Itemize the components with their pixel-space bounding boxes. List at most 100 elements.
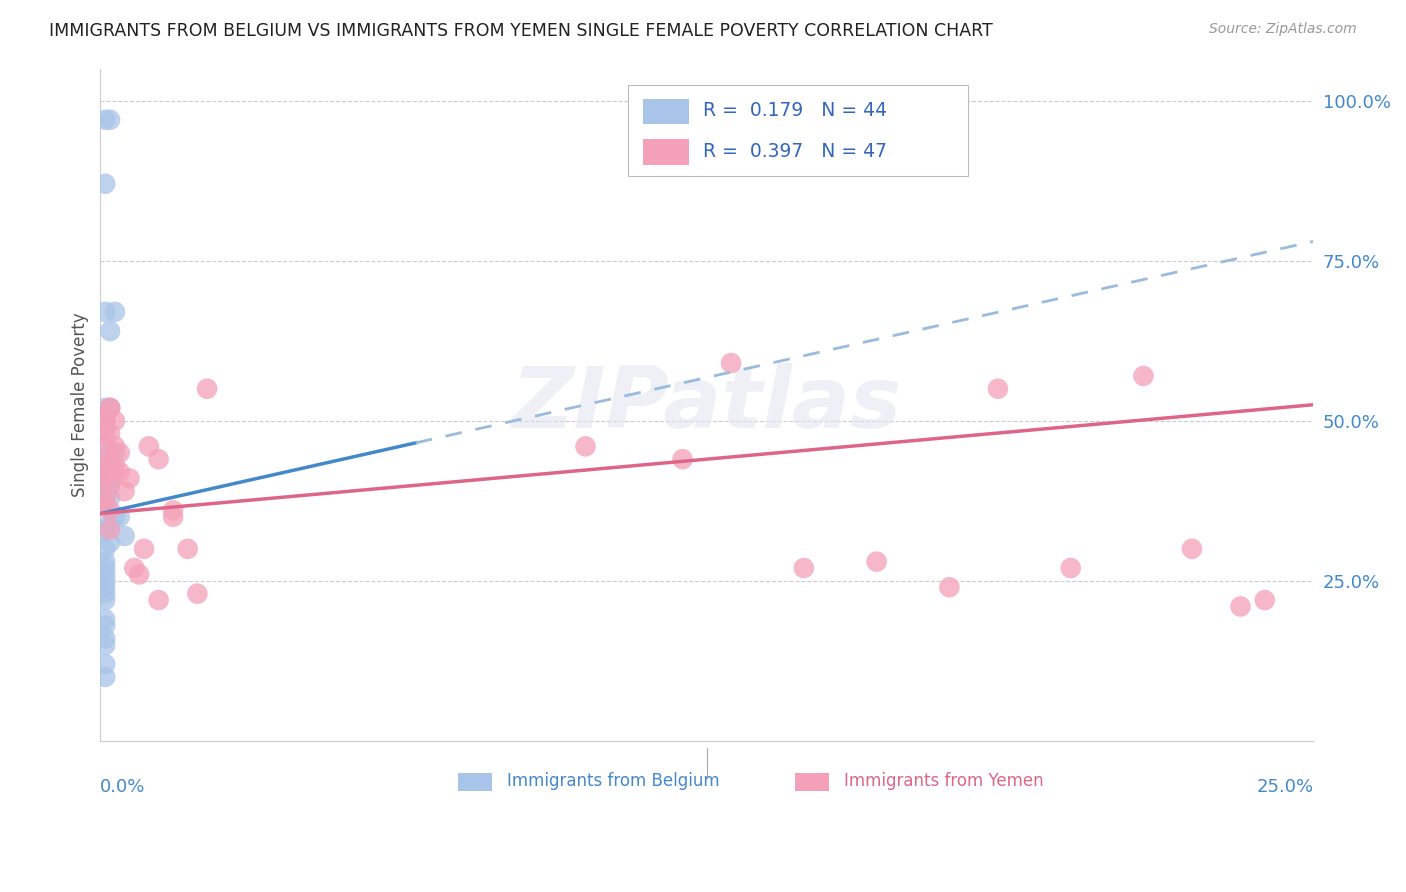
Point	[98, 523, 121, 537]
Point	[98, 401, 121, 415]
Point	[195, 382, 218, 396]
Point	[176, 541, 198, 556]
Point	[104, 414, 127, 428]
Point	[94, 541, 117, 556]
Point	[1254, 593, 1277, 607]
Bar	[796, 772, 830, 791]
Point	[94, 458, 117, 473]
Point	[793, 561, 815, 575]
Text: R =  0.397   N = 47: R = 0.397 N = 47	[703, 142, 887, 161]
Point	[94, 439, 117, 453]
Point	[94, 414, 117, 428]
Point	[94, 112, 117, 127]
Point	[104, 509, 127, 524]
Point	[104, 305, 127, 319]
Point	[94, 458, 117, 473]
Bar	[643, 99, 689, 124]
Point	[108, 446, 131, 460]
Point	[94, 561, 117, 575]
Text: 0.0%: 0.0%	[100, 778, 146, 796]
Point	[94, 497, 117, 511]
Point	[98, 426, 121, 441]
Point	[865, 555, 887, 569]
Point	[987, 382, 1010, 396]
Point	[94, 426, 117, 441]
Point	[94, 587, 117, 601]
Point	[94, 465, 117, 479]
Point	[94, 420, 117, 434]
Text: ZIPatlas: ZIPatlas	[512, 363, 901, 446]
Point	[94, 612, 117, 626]
Point	[94, 632, 117, 646]
Point	[104, 465, 127, 479]
Point	[108, 465, 131, 479]
Text: Immigrants from Yemen: Immigrants from Yemen	[844, 772, 1043, 790]
Point	[98, 535, 121, 549]
Point	[98, 401, 121, 415]
Text: Immigrants from Belgium: Immigrants from Belgium	[506, 772, 720, 790]
Point	[94, 452, 117, 467]
Point	[94, 477, 117, 491]
Point	[98, 503, 121, 517]
Point	[98, 516, 121, 531]
Point	[98, 465, 121, 479]
Point	[128, 567, 150, 582]
Point	[114, 529, 136, 543]
Point	[1060, 561, 1083, 575]
Point	[94, 555, 117, 569]
Point	[94, 670, 117, 684]
Point	[162, 509, 184, 524]
Point	[94, 567, 117, 582]
Point	[94, 305, 117, 319]
Point	[98, 112, 121, 127]
Point	[94, 414, 117, 428]
Point	[98, 452, 121, 467]
Point	[94, 439, 117, 453]
Point	[98, 401, 121, 415]
Point	[132, 541, 155, 556]
FancyBboxPatch shape	[628, 86, 967, 176]
Point	[104, 439, 127, 453]
Point	[148, 452, 170, 467]
Y-axis label: Single Female Poverty: Single Female Poverty	[72, 312, 89, 497]
Point	[94, 471, 117, 485]
Point	[94, 401, 117, 415]
Bar	[643, 139, 689, 165]
Point	[98, 477, 121, 491]
Point	[574, 439, 596, 453]
Point	[138, 439, 160, 453]
Point	[94, 593, 117, 607]
Bar	[458, 772, 492, 791]
Text: R =  0.179   N = 44: R = 0.179 N = 44	[703, 102, 887, 120]
Point	[94, 580, 117, 594]
Point	[720, 356, 742, 370]
Point	[94, 465, 117, 479]
Point	[114, 484, 136, 499]
Point	[94, 657, 117, 672]
Text: 25.0%: 25.0%	[1256, 778, 1313, 796]
Point	[98, 491, 121, 505]
Point	[94, 471, 117, 485]
Point	[938, 580, 960, 594]
Point	[124, 561, 146, 575]
Point	[94, 491, 117, 505]
Point	[1229, 599, 1251, 614]
Point	[108, 509, 131, 524]
Point	[94, 523, 117, 537]
Point	[98, 477, 121, 491]
Point	[104, 458, 127, 473]
Point	[98, 324, 121, 338]
Point	[671, 452, 693, 467]
Point	[94, 618, 117, 632]
Point	[104, 446, 127, 460]
Point	[94, 574, 117, 588]
Point	[186, 587, 208, 601]
Text: Source: ZipAtlas.com: Source: ZipAtlas.com	[1209, 22, 1357, 37]
Point	[94, 497, 117, 511]
Point	[1181, 541, 1204, 556]
Text: IMMIGRANTS FROM BELGIUM VS IMMIGRANTS FROM YEMEN SINGLE FEMALE POVERTY CORRELATI: IMMIGRANTS FROM BELGIUM VS IMMIGRANTS FR…	[49, 22, 993, 40]
Point	[94, 484, 117, 499]
Point	[118, 471, 141, 485]
Point	[98, 452, 121, 467]
Point	[94, 177, 117, 191]
